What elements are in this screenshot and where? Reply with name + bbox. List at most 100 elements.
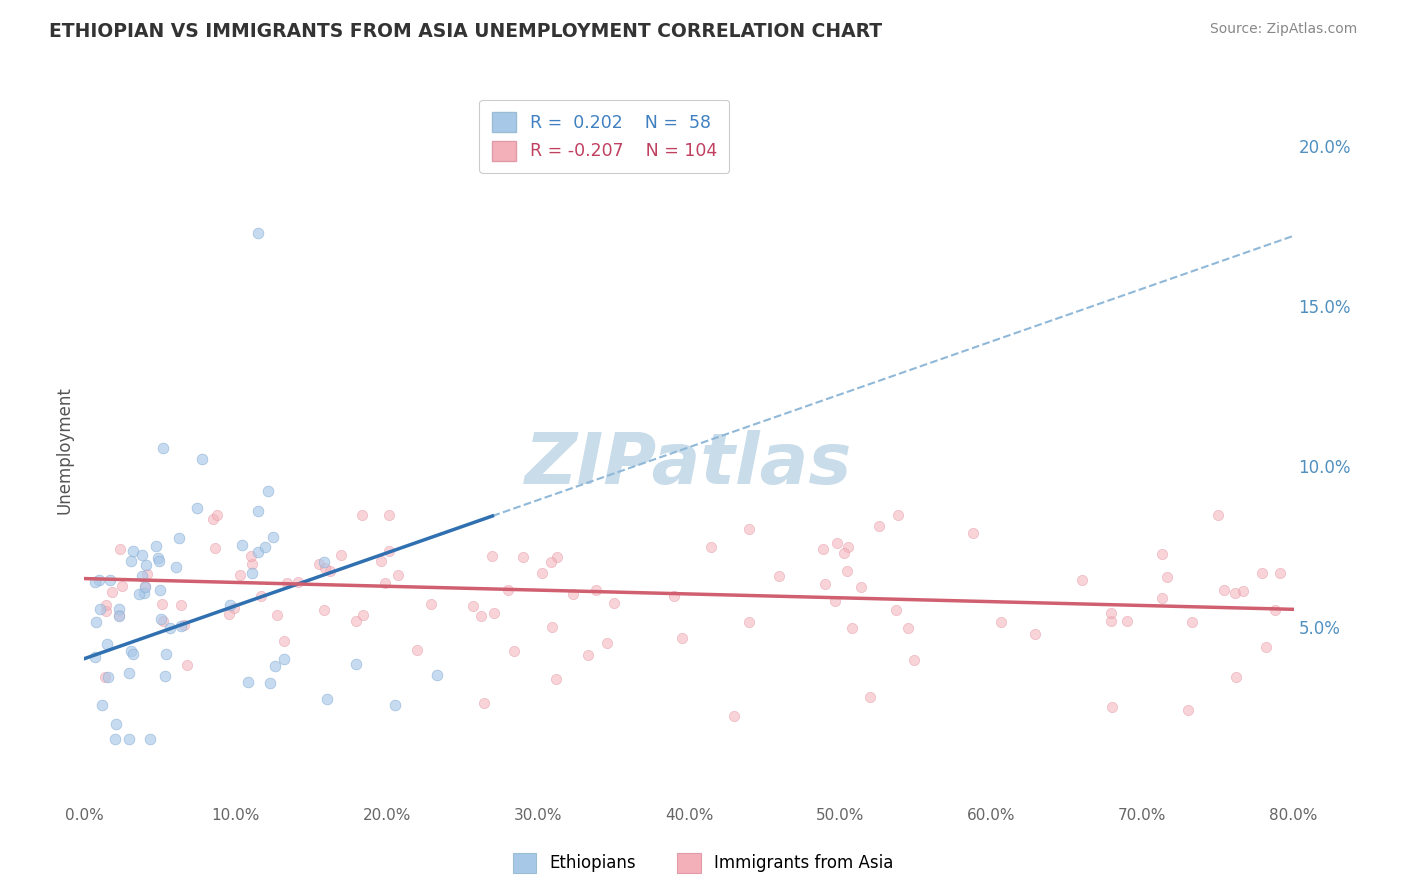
Point <box>259 676 281 690</box>
Point <box>186 501 208 516</box>
Point <box>150 612 173 626</box>
Point <box>849 580 872 594</box>
Point <box>108 609 131 624</box>
Point <box>120 554 142 568</box>
Text: ETHIOPIAN VS IMMIGRANTS FROM ASIA UNEMPLOYMENT CORRELATION CHART: ETHIOPIAN VS IMMIGRANTS FROM ASIA UNEMPL… <box>49 22 883 41</box>
Point <box>93 669 115 683</box>
Text: Source: ZipAtlas.com: Source: ZipAtlas.com <box>1209 22 1357 37</box>
Legend: Ethiopians, Immigrants from Asia: Ethiopians, Immigrants from Asia <box>506 847 900 880</box>
Point <box>1181 615 1204 629</box>
Point <box>89 601 111 615</box>
Point <box>314 560 336 574</box>
Point <box>122 647 145 661</box>
Point <box>990 615 1012 629</box>
Point <box>1099 614 1122 628</box>
Point <box>145 539 167 553</box>
Point <box>90 698 112 712</box>
Point <box>1206 508 1229 522</box>
Point <box>832 546 855 560</box>
Point <box>512 549 534 564</box>
Point <box>1232 583 1254 598</box>
Point <box>1115 614 1137 628</box>
Point <box>1225 586 1247 600</box>
Point <box>1152 547 1174 561</box>
Point <box>207 508 229 522</box>
Point <box>273 652 295 666</box>
Point <box>768 569 790 583</box>
Point <box>111 579 134 593</box>
Point <box>503 643 526 657</box>
Point <box>139 731 162 746</box>
Point <box>1177 703 1199 717</box>
Point <box>229 568 252 582</box>
Point <box>1256 640 1278 655</box>
Point <box>463 599 485 613</box>
Point <box>319 564 342 578</box>
Point <box>308 557 330 571</box>
Point <box>814 577 837 591</box>
Point <box>1250 566 1272 580</box>
Point <box>896 621 918 635</box>
Point <box>118 666 141 681</box>
Point <box>170 619 193 633</box>
Point <box>105 717 128 731</box>
Point <box>561 587 583 601</box>
Point <box>120 644 142 658</box>
Point <box>352 508 374 522</box>
Point <box>170 599 193 613</box>
Point <box>723 709 745 723</box>
Point <box>222 601 245 615</box>
Point <box>470 608 492 623</box>
Point <box>176 658 198 673</box>
Point <box>700 540 723 554</box>
Point <box>218 607 240 622</box>
Point <box>481 549 503 563</box>
Point <box>859 690 882 705</box>
Point <box>825 535 848 549</box>
Point <box>344 657 367 671</box>
Point <box>314 555 336 569</box>
Point <box>576 648 599 662</box>
Point <box>1225 670 1247 684</box>
Point <box>406 643 429 657</box>
Point <box>121 544 143 558</box>
Point <box>886 508 908 522</box>
Point <box>131 549 153 563</box>
Point <box>1152 591 1174 605</box>
Point <box>86 615 108 629</box>
Point <box>330 548 353 562</box>
Point <box>257 483 280 498</box>
Point <box>316 692 339 706</box>
Point <box>159 621 181 635</box>
Point <box>1101 699 1123 714</box>
Point <box>231 538 253 552</box>
Point <box>191 451 214 466</box>
Point <box>84 649 107 664</box>
Point <box>263 659 285 673</box>
Point <box>118 731 141 746</box>
Point <box>273 634 295 648</box>
Point <box>240 558 263 572</box>
Point <box>837 564 859 578</box>
Point <box>314 603 336 617</box>
Point <box>664 589 686 603</box>
Point <box>131 569 153 583</box>
Point <box>903 653 925 667</box>
Point <box>1024 627 1046 641</box>
Point <box>148 550 170 565</box>
Point <box>152 614 174 628</box>
Point <box>426 668 449 682</box>
Point <box>603 596 626 610</box>
Point <box>96 604 118 618</box>
Point <box>352 607 374 622</box>
Point <box>546 550 568 565</box>
Point <box>738 523 761 537</box>
Point <box>370 554 392 568</box>
Point <box>204 541 226 556</box>
Point <box>585 582 607 597</box>
Point <box>387 568 409 582</box>
Point <box>276 576 298 591</box>
Point <box>884 603 907 617</box>
Point <box>595 636 617 650</box>
Point <box>1270 566 1292 580</box>
